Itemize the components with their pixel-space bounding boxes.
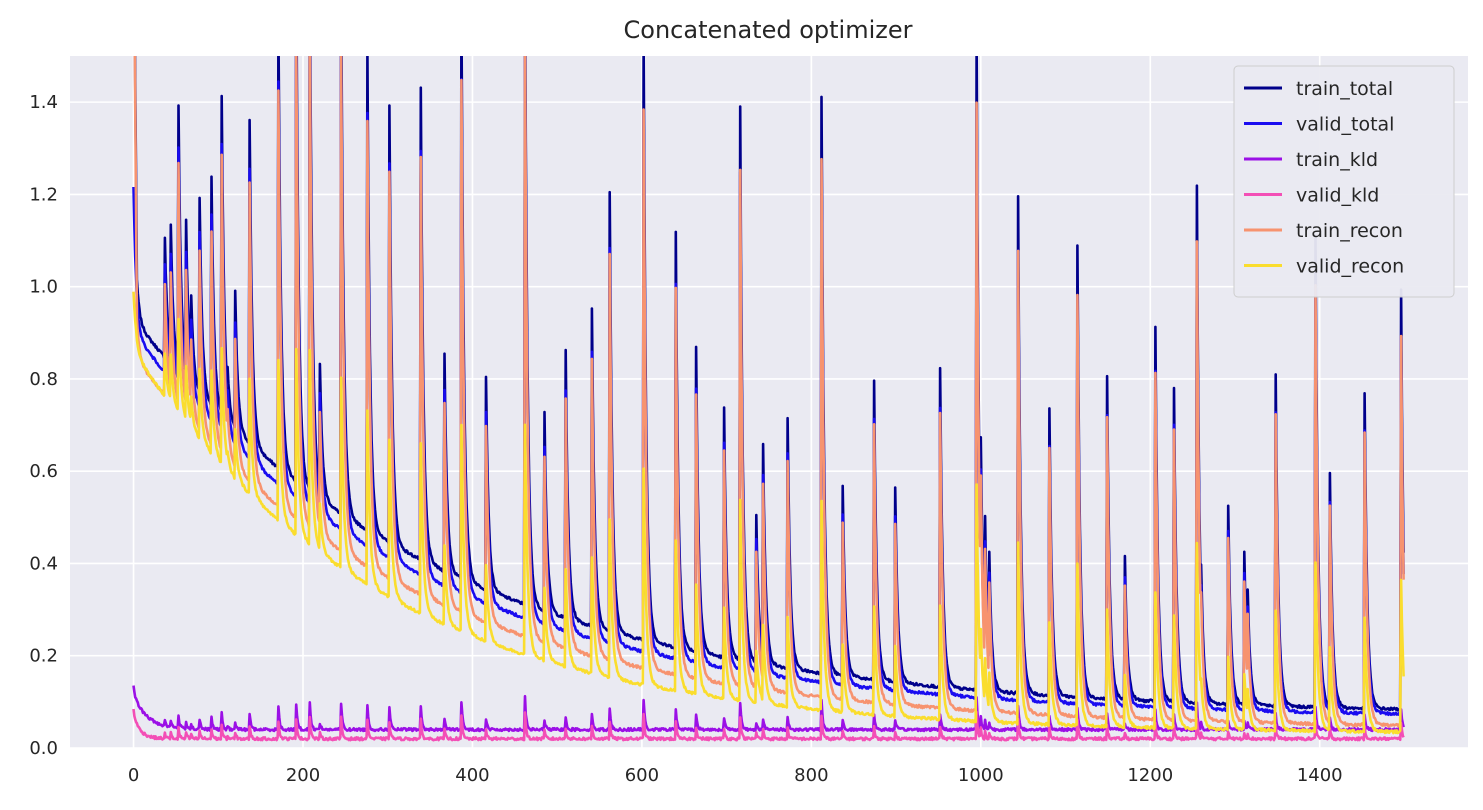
legend-label: valid_total [1296,114,1394,136]
series-line-valid-recon [132,291,1405,735]
y-tick-label: 0.8 [29,369,58,390]
x-tick-label: 200 [286,765,320,786]
legend: train_total valid_total train_kld valid_kld… [1233,65,1455,298]
chart-title: Concatenated optimizer [624,16,913,44]
y-tick-label: 0.0 [29,738,58,759]
x-tick-label: 0 [128,765,139,786]
y-tick-label: 1.0 [29,277,58,298]
axis-ticks: 0 200 400 600 800 1000 1200 1400 0.0 0.2 0.4 0.6 0.8… [29,92,1342,786]
legend-label: train_kld [1296,149,1378,171]
series-line-valid-kld [132,708,1405,742]
legend-label: valid_kld [1296,185,1379,207]
legend-label: valid_recon [1296,256,1404,278]
x-tick-label: 1400 [1297,765,1343,786]
legend-label: train_recon [1296,220,1403,242]
y-tick-label: 1.4 [29,92,58,113]
x-tick-label: 1200 [1127,765,1173,786]
series-line-train-recon [133,56,1405,728]
legend-box [1233,65,1455,298]
y-tick-label: 0.6 [29,461,58,482]
x-tick-label: 600 [625,765,659,786]
legend-label: train_total [1296,78,1393,100]
y-tick-label: 0.2 [29,646,58,667]
x-tick-label: 800 [794,765,828,786]
y-tick-label: 1.2 [29,184,58,205]
y-tick-label: 0.4 [29,553,58,574]
x-tick-label: 1000 [958,765,1004,786]
x-tick-label: 400 [455,765,489,786]
series-lines [132,56,1405,742]
